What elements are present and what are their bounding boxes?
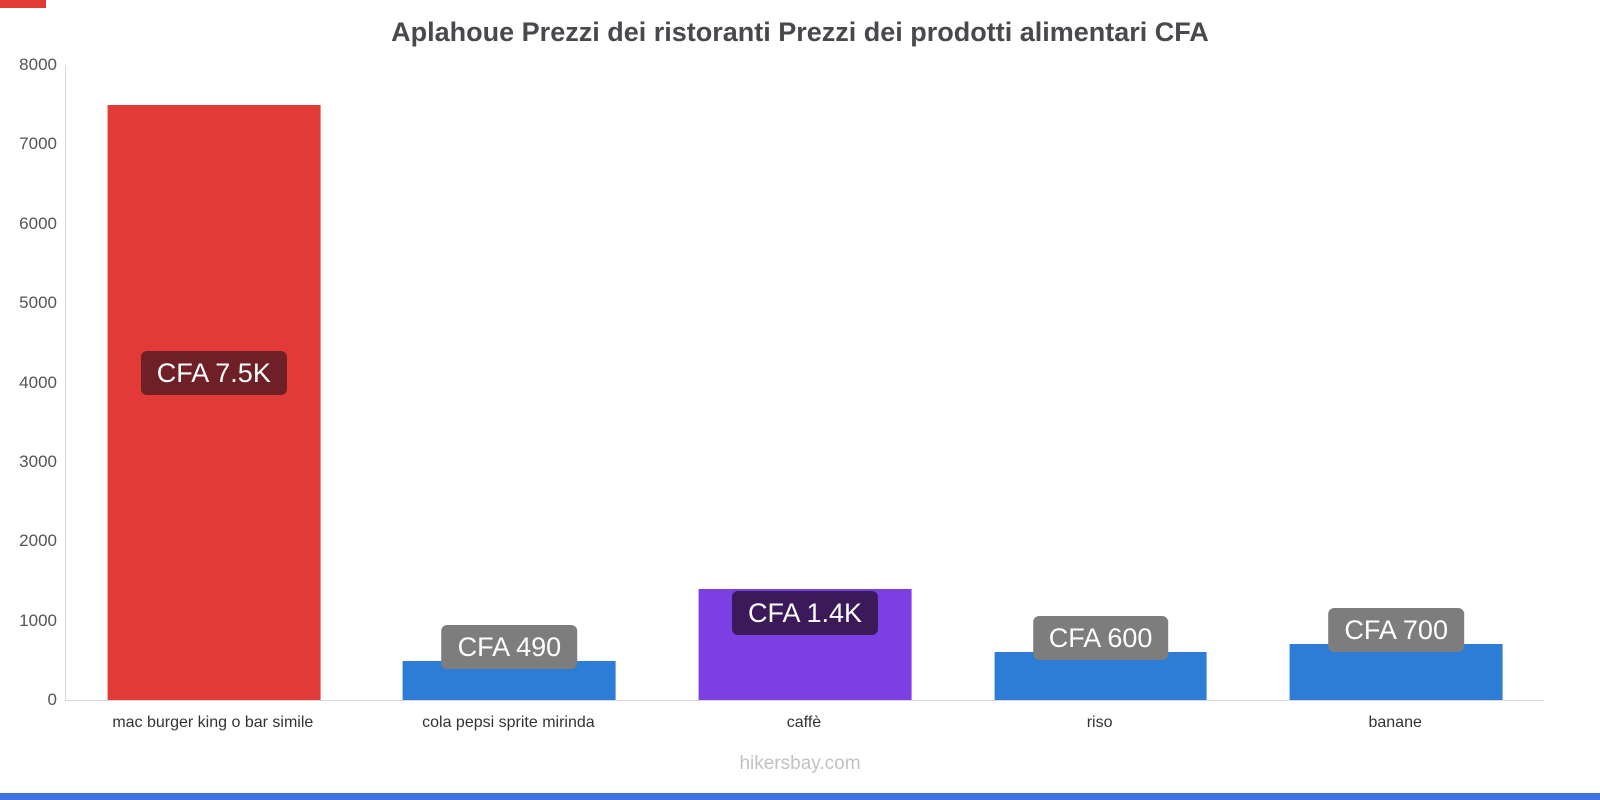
bar-column: CFA 7.5K [66,65,362,700]
y-axis-tick-label: 7000 [19,134,57,154]
footer-watermark: hikersbay.com [739,753,861,774]
x-axis-label: banane [1368,714,1422,731]
x-axis-label: caffè [786,714,822,731]
top-accent-strip [0,0,46,8]
bar-column: CFA 700 [1248,65,1544,700]
x-axis-label: mac burger king o bar simile [112,714,314,731]
bottom-accent-strip [0,793,1600,800]
y-axis-tick-label: 4000 [19,372,57,392]
y-axis-tick-label: 5000 [19,293,57,313]
bar-column: CFA 600 [953,65,1249,700]
y-axis-tick-label: 1000 [19,610,57,630]
bar [1289,644,1503,700]
x-axis-label: riso [1086,714,1113,731]
bar-value-label: CFA 490 [441,625,578,670]
y-axis-tick-label: 0 [47,690,57,709]
y-axis-tick-label: 6000 [19,213,57,233]
x-axis-label: cola pepsi sprite mirinda [422,714,595,731]
plot-area: CFA 7.5K CFA 490 CFA 1.4K CFA 600 CFA 700 [65,65,1544,701]
y-axis-tick-label: 8000 [19,55,57,74]
bar-value-label: CFA 600 [1032,616,1169,661]
bar-value-label: CFA 1.4K [731,590,879,635]
y-axis-tick-label: 2000 [19,531,57,551]
bar-column: CFA 1.4K [657,65,953,700]
page-title: Aplahoue Prezzi dei ristoranti Prezzi de… [391,17,1209,47]
bar-column: CFA 490 [362,65,658,700]
bar-value-label: CFA 7.5K [140,350,287,395]
bar-value-label: CFA 700 [1328,608,1464,653]
y-axis-tick-label: 3000 [19,451,57,471]
bar [107,104,321,700]
